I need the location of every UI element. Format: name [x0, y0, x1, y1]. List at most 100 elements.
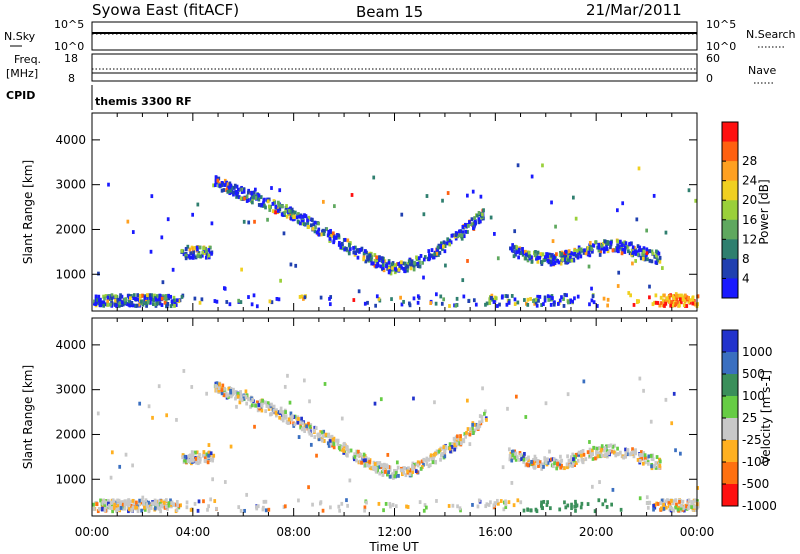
echo-cell	[610, 449, 613, 454]
echo-cell	[603, 453, 607, 458]
echo-cell	[443, 449, 447, 454]
echo-cell	[400, 212, 404, 217]
echo-cell	[243, 196, 246, 201]
echo-cell	[311, 226, 315, 231]
echo-cell	[459, 508, 462, 513]
echo-cell	[298, 214, 301, 219]
echo-cell	[533, 253, 537, 258]
echo-cell	[422, 275, 425, 280]
echo-cell	[617, 270, 621, 275]
echo-cell	[506, 294, 509, 299]
echo-cell	[330, 434, 334, 439]
echo-cell	[658, 303, 662, 308]
echo-cell	[209, 245, 212, 250]
echo-cell	[448, 442, 452, 447]
echo-cell	[110, 502, 114, 507]
echo-cell	[274, 204, 278, 209]
echo-cell	[205, 391, 208, 396]
echo-cell	[239, 187, 243, 192]
echo-cell	[116, 498, 119, 503]
echo-cell	[366, 255, 369, 260]
echo-cell	[131, 498, 135, 503]
echo-cell	[289, 411, 293, 416]
echo-cell	[121, 302, 125, 307]
echo-cell	[161, 504, 165, 509]
echo-cell	[605, 245, 608, 250]
echo-cell	[110, 300, 114, 305]
echo-cell	[532, 299, 535, 304]
echo-cell	[373, 401, 377, 406]
echo-cell	[614, 248, 618, 253]
echo-cell	[260, 202, 264, 207]
echo-cell	[345, 447, 349, 452]
echo-cell	[363, 301, 367, 306]
echo-cell	[570, 506, 573, 511]
echo-cell	[559, 465, 563, 470]
echo-cell	[325, 227, 329, 232]
echo-cell	[147, 404, 151, 409]
echo-cell	[210, 251, 213, 256]
echo-cell	[675, 297, 679, 301]
echo-cell	[311, 218, 314, 222]
echo-cell	[443, 249, 447, 254]
echo-cell	[242, 396, 246, 401]
echo-cell	[130, 300, 134, 305]
echo-cell	[476, 425, 480, 430]
echo-cell	[655, 249, 658, 254]
echo-cell	[374, 303, 377, 308]
echo-cell	[207, 253, 211, 258]
echo-cell	[526, 463, 530, 468]
echo-cell	[209, 451, 213, 456]
echo-cell	[487, 503, 491, 507]
echo-cell	[432, 452, 436, 457]
echo-cell	[568, 463, 572, 468]
echo-cell	[600, 444, 604, 449]
echo-cell	[527, 455, 530, 460]
echo-cell	[199, 254, 202, 259]
echo-cell	[144, 301, 147, 305]
echo-cell	[527, 458, 530, 463]
colorbar-tick-label: 24	[742, 174, 757, 188]
echo-cell	[121, 506, 125, 511]
echo-cell	[155, 298, 159, 303]
echo-cell	[513, 229, 517, 234]
echo-cell	[196, 247, 199, 252]
echo-cell	[620, 251, 624, 256]
echo-cell	[166, 217, 170, 222]
echo-cell	[466, 259, 469, 263]
echo-cell	[266, 217, 269, 222]
echo-cell	[103, 508, 107, 513]
echo-cell	[437, 449, 441, 454]
echo-cell	[289, 216, 293, 221]
colorbar-tick-label: -1000	[742, 499, 777, 513]
echo-cell	[422, 508, 426, 513]
echo-cell	[599, 448, 603, 453]
echo-cell	[442, 244, 445, 249]
echo-cell	[305, 424, 308, 429]
echo-cell	[138, 401, 142, 406]
echo-cell	[422, 257, 426, 262]
echo-cell	[120, 294, 124, 299]
echo-cell	[526, 297, 530, 302]
echo-cell	[438, 251, 442, 255]
echo-cell	[524, 415, 528, 419]
echo-cell	[359, 248, 362, 252]
echo-cell	[678, 303, 681, 308]
echo-cell	[290, 207, 294, 212]
echo-cell	[432, 456, 435, 461]
echo-cell	[277, 200, 280, 205]
echo-cell	[478, 423, 482, 428]
echo-cell	[154, 504, 157, 509]
echo-cell	[385, 470, 389, 475]
echo-cell	[537, 298, 540, 303]
echo-cell	[605, 452, 609, 456]
echo-cell	[494, 501, 498, 506]
echo-cell	[385, 264, 388, 269]
echo-cell	[228, 302, 232, 307]
echo-cell	[678, 293, 682, 298]
echo-cell	[603, 247, 607, 252]
echo-cell	[546, 460, 550, 465]
echo-cell	[450, 445, 454, 449]
echo-cell	[460, 236, 464, 241]
